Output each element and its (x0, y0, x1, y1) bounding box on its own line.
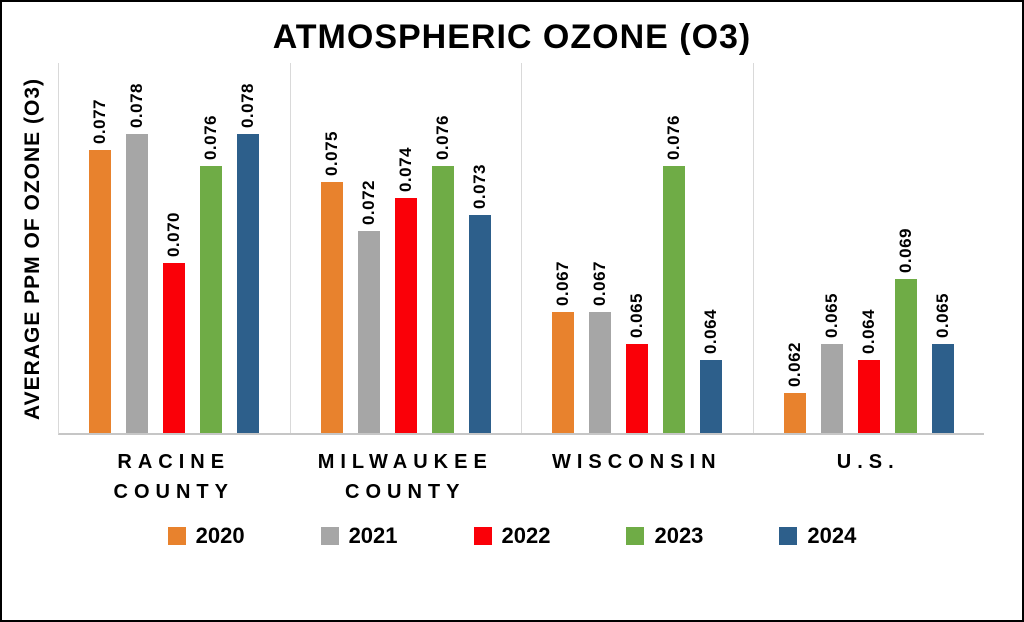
bar-value-label: 0.069 (895, 227, 915, 273)
legend-label: 2024 (807, 523, 857, 548)
legend-label: 2022 (501, 523, 551, 548)
legend-swatch (167, 527, 186, 545)
category-labels-row: RACINE COUNTY MILWAUKEE COUNTY WISCONSIN U.… (58, 435, 984, 507)
bar-2021 (126, 134, 149, 433)
bar-column: 0.076 (431, 63, 454, 433)
bar-column: 0.065 (626, 63, 649, 433)
bar-2022 (163, 263, 186, 433)
bar-column: 0.072 (357, 63, 380, 433)
bar-value-label: 0.076 (664, 114, 684, 160)
bar-column: 0.064 (700, 63, 723, 433)
legend-item-2023: 2023 (626, 523, 703, 549)
legend-swatch (320, 527, 339, 545)
category-group: 0.067 0.067 0.065 0.076 0.064 (521, 63, 753, 433)
bar-2020 (783, 393, 806, 433)
bar-2024 (931, 344, 954, 433)
bar-value-label: 0.067 (553, 260, 573, 306)
bar-column: 0.077 (89, 63, 112, 433)
legend-label: 2023 (654, 523, 704, 548)
bar-value-label: 0.073 (469, 163, 489, 209)
bar-value-label: 0.075 (321, 130, 341, 176)
bar-value-label: 0.065 (932, 292, 952, 338)
bar-2023 (431, 166, 454, 433)
legend-item-2024: 2024 (779, 523, 856, 549)
bar-value-label: 0.078 (238, 82, 258, 128)
bar-value-label: 0.062 (784, 341, 804, 387)
bar-2023 (894, 279, 917, 433)
legend-swatch (626, 527, 645, 545)
bar-column: 0.069 (894, 63, 917, 433)
legend-label: 2021 (348, 523, 398, 548)
bar-2021 (357, 231, 380, 433)
bar-value-label: 0.076 (432, 114, 452, 160)
bar-column: 0.064 (857, 63, 880, 433)
bar-column: 0.065 (931, 63, 954, 433)
bar-column: 0.067 (589, 63, 612, 433)
bar-value-label: 0.065 (627, 292, 647, 338)
bar-value-label: 0.064 (701, 308, 721, 354)
legend-swatch (473, 527, 492, 545)
bar-2020 (320, 182, 343, 433)
y-axis-title-column: AVERAGE PPM OF OZONE (O3) (8, 63, 58, 435)
y-axis-title: AVERAGE PPM OF OZONE (O3) (21, 78, 44, 420)
bar-column: 0.073 (468, 63, 491, 433)
plot-area: 0.077 0.078 0.070 0.076 0.078 0.075 0.072 0.074… (58, 63, 984, 507)
bar-2024 (468, 215, 491, 433)
bar-value-label: 0.072 (358, 179, 378, 225)
legend-item-2020: 2020 (167, 523, 245, 549)
chart-title: ATMOSPHERIC OZONE (O3) (272, 18, 752, 56)
bar-column: 0.074 (394, 63, 417, 433)
bar-value-label: 0.078 (127, 82, 147, 128)
bar-column: 0.076 (200, 63, 223, 433)
bar-value-label: 0.064 (858, 308, 878, 354)
legend-swatch (779, 527, 798, 545)
chart-body: AVERAGE PPM OF OZONE (O3) 0.077 0.078 0.07… (2, 63, 1022, 507)
bar-value-label: 0.076 (201, 114, 221, 160)
bar-2024 (700, 360, 723, 433)
bars-row: 0.077 0.078 0.070 0.076 0.078 0.075 0.072 0.074… (58, 63, 984, 435)
legend-item-2021: 2021 (320, 523, 398, 549)
category-label: RACINE COUNTY (113, 451, 234, 503)
bar-column: 0.075 (320, 63, 343, 433)
bar-2020 (552, 312, 575, 433)
legend-label: 2020 (195, 523, 245, 548)
bar-2023 (663, 166, 686, 433)
legend: 2020 2021 2022 2023 2024 (2, 523, 1022, 549)
bar-column: 0.076 (663, 63, 686, 433)
bar-value-label: 0.074 (395, 146, 415, 192)
bar-value-label: 0.067 (590, 260, 610, 306)
bar-column: 0.062 (783, 63, 806, 433)
bar-column: 0.078 (126, 63, 149, 433)
bar-2022 (394, 198, 417, 433)
bar-column: 0.070 (163, 63, 186, 433)
bar-2023 (200, 166, 223, 433)
bar-value-label: 0.065 (821, 292, 841, 338)
category-label: WISCONSIN (551, 451, 722, 473)
category-group: 0.062 0.065 0.064 0.069 0.065 (752, 63, 985, 433)
bar-column: 0.065 (820, 63, 843, 433)
bar-column: 0.078 (237, 63, 260, 433)
bar-2020 (89, 150, 112, 433)
bar-2021 (589, 312, 612, 433)
bar-2022 (626, 344, 649, 433)
bar-value-label: 0.077 (90, 98, 110, 144)
bar-2022 (857, 360, 880, 433)
category-group: 0.075 0.072 0.074 0.076 0.073 (289, 63, 522, 433)
bar-2024 (237, 134, 260, 433)
category-group: 0.077 0.078 0.070 0.076 0.078 (59, 63, 290, 433)
bar-value-label: 0.070 (164, 211, 184, 257)
legend-item-2022: 2022 (473, 523, 551, 549)
category-label: MILWAUKEE COUNTY (317, 451, 493, 503)
bar-column: 0.067 (552, 63, 575, 433)
category-label: U.S. (836, 451, 900, 473)
bar-2021 (820, 344, 843, 433)
